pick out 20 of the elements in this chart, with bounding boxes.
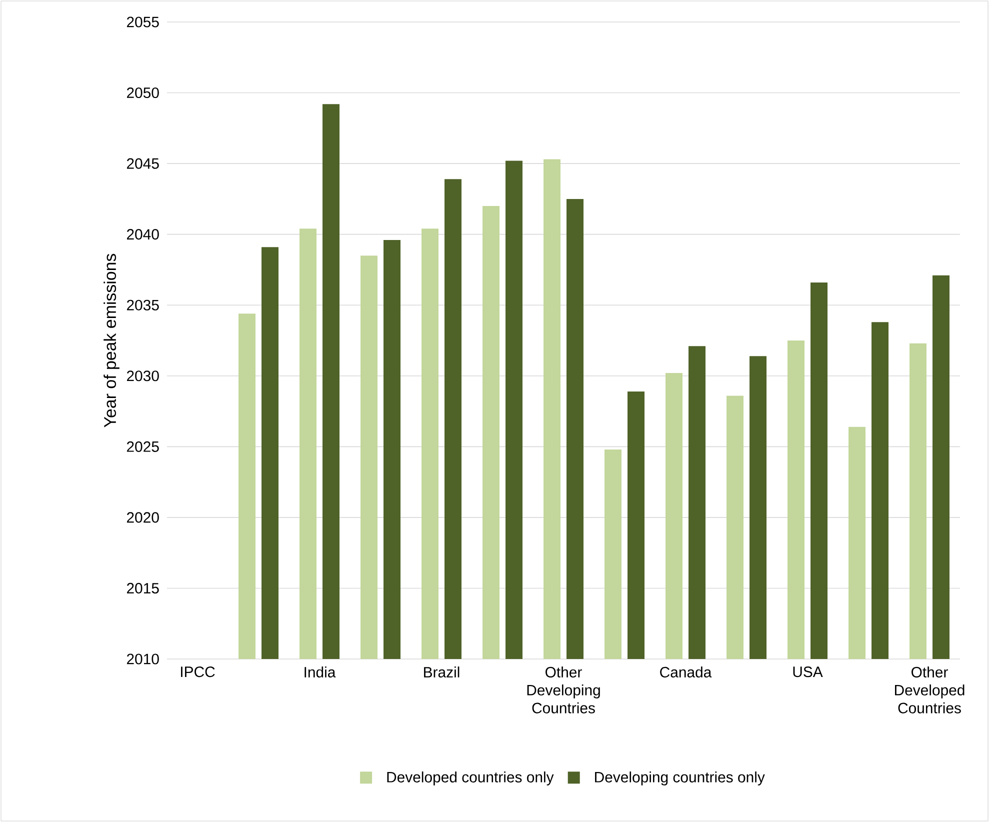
y-tick-label: 2025 <box>126 441 159 452</box>
legend-label: Developed countries only <box>387 771 554 786</box>
y-axis-title: Year of peak emissions <box>104 254 120 428</box>
y-tick-label: 2030 <box>126 370 159 382</box>
y-tick-label: 2040 <box>126 229 159 240</box>
y-tick-label: 2035 <box>126 300 159 310</box>
x-tick-label: Brazil <box>424 666 460 678</box>
x-tick-label: Canada <box>660 666 712 678</box>
y-tick-label: 2045 <box>126 158 159 169</box>
y-tick-label: 2010 <box>126 654 159 664</box>
x-tick-label: IPCC <box>181 666 215 678</box>
legend-label: Developing countries only <box>595 771 765 786</box>
x-tick-label: India <box>304 666 336 678</box>
x-tick-label: Other Developing Countries <box>527 666 600 714</box>
x-tick-label: USA <box>793 666 823 678</box>
y-tick-label: 2050 <box>126 87 159 98</box>
y-tick-label: 2020 <box>126 512 159 523</box>
y-tick-label: 2015 <box>126 582 159 594</box>
y-tick-label: 2055 <box>126 16 159 28</box>
x-tick-label: Other Developed Countries <box>895 666 964 714</box>
